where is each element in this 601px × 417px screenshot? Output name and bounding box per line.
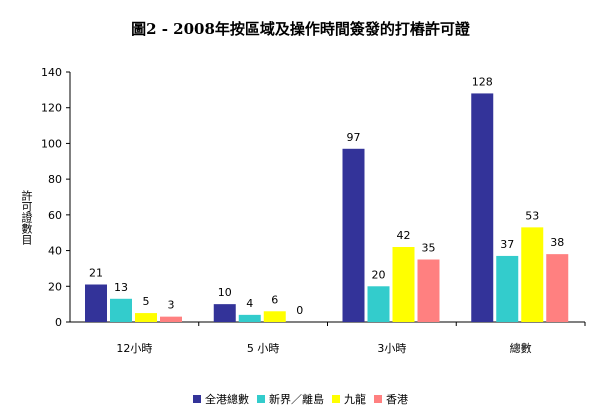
bar [213,304,236,322]
bar [521,227,544,322]
y-tick-label: 120 [41,102,62,115]
legend-item: 香港 [374,391,408,407]
data-label: 128 [472,75,493,88]
legend-label: 全港總數 [205,393,249,406]
data-label: 0 [296,304,303,317]
y-tick-label: 0 [55,316,62,329]
data-label: 53 [525,209,539,222]
bar [392,247,415,322]
data-label: 21 [89,267,103,280]
y-tick-label: 60 [48,209,62,222]
bar [238,314,261,322]
bar [135,313,157,322]
bar [546,254,569,322]
data-label: 42 [397,229,411,242]
x-tick-label: 5 小時 [247,342,280,355]
legend-swatch [193,395,201,403]
bar [85,284,107,322]
x-tick-label: 3小時 [377,342,406,355]
y-tick-label: 40 [48,245,62,258]
bar [263,311,286,322]
y-tick-label: 140 [41,66,62,79]
legend-label: 九龍 [344,393,366,406]
x-tick-label: 總數 [510,341,532,355]
legend-swatch [332,395,340,403]
legend-swatch [374,395,382,403]
legend-swatch [257,395,265,403]
data-label: 20 [372,268,386,281]
data-label: 4 [246,297,253,310]
y-tick-label: 20 [48,280,62,293]
bar [110,298,132,322]
legend-label: 香港 [386,393,408,406]
data-label: 37 [500,238,514,251]
bar [367,286,390,322]
y-axis-label: 許可證數目 [20,190,33,245]
data-label: 10 [218,286,232,299]
bar [417,259,440,322]
legend-item: 九龍 [332,391,366,407]
bar [471,93,494,322]
data-label: 97 [347,131,361,144]
data-label: 6 [271,293,278,306]
bar [496,255,519,322]
legend: 全港總數 新界／離島 九龍 香港 [0,391,601,407]
legend-item: 新界／離島 [257,391,324,407]
bar [342,148,365,322]
chart-title: 圖2 - 2008年按區域及操作時間簽發的打樁許可證 [131,20,470,38]
y-tick-label: 80 [48,173,62,186]
data-label: 5 [143,295,150,308]
legend-item: 全港總數 [193,391,249,407]
data-label: 13 [114,281,128,294]
y-tick-label: 100 [41,137,62,150]
data-label: 38 [550,236,564,249]
data-label: 3 [168,299,175,312]
data-label: 35 [422,242,436,255]
bar [160,316,182,322]
legend-label: 新界／離島 [269,393,324,406]
x-tick-label: 12小時 [116,342,152,355]
